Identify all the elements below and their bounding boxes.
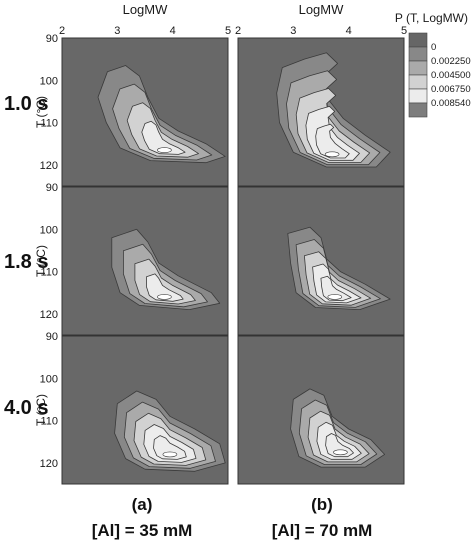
y-tick-label: 100 — [40, 224, 58, 236]
contour-peak — [333, 449, 348, 456]
legend-swatch — [408, 102, 428, 118]
legend-title: P (T, LogMW) — [395, 11, 468, 25]
y-tick-label: 110 — [40, 267, 58, 279]
tick-labels: 2 3 4 5 2 3 4 590100110120901001101209010011012… — [40, 25, 407, 470]
panel-4-0s-70mm — [237, 335, 405, 485]
contour-peak — [157, 147, 172, 153]
contour-peak — [162, 451, 178, 458]
row-label-1: 1.0 s — [4, 93, 48, 115]
x-axis-title-right: LogMW — [299, 2, 345, 17]
x-tick-label: 2 — [59, 25, 65, 37]
legend-level-label: 0.006750 — [431, 84, 471, 95]
legend-level-label: 0.004500 — [431, 70, 471, 81]
column-letter-a: (a) — [132, 495, 153, 514]
y-tick-label: 90 — [46, 182, 58, 194]
panel-4-0s-35mm — [61, 335, 229, 485]
contour-peak — [157, 294, 172, 300]
panel-1-0s-35mm — [61, 37, 229, 187]
legend-swatch — [408, 32, 428, 48]
y-tick-label: 120 — [40, 458, 58, 470]
contour-level-4 — [141, 120, 186, 155]
column-condition-a: [Al] = 35 mM — [92, 521, 193, 540]
column-letter-b: (b) — [311, 495, 333, 514]
y-axis-title-row-2: T (°C) — [34, 245, 48, 277]
contour-level-3 — [126, 102, 199, 158]
legend-level-label: 0.008540 — [431, 98, 471, 109]
contour-level-5 — [153, 435, 187, 460]
x-tick-label: 3 — [290, 25, 296, 37]
y-tick-label: 90 — [46, 331, 58, 343]
legend-swatch — [408, 88, 428, 104]
x-tick-label: 4 — [170, 25, 176, 37]
y-tick-label: 100 — [40, 75, 58, 87]
y-tick-label: 120 — [40, 309, 58, 321]
contour-level-4 — [146, 273, 184, 302]
legend-level-label: 0.002250 — [431, 56, 471, 67]
y-tick-label: 100 — [40, 373, 58, 385]
legend-swatch — [408, 46, 428, 62]
x-axis-title-left: LogMW — [123, 2, 169, 17]
y-axis-title-row-1: T (°C) — [34, 96, 48, 128]
x-tick-label: 5 — [401, 25, 407, 37]
contour-peak — [327, 294, 343, 300]
row-label-3: 4.0 s — [4, 397, 48, 419]
y-tick-label: 120 — [40, 160, 58, 172]
y-tick-label: 110 — [40, 416, 58, 428]
panel-1-8s-70mm — [237, 186, 405, 336]
legend-swatch — [408, 60, 428, 76]
panel-1-0s-70mm — [237, 37, 405, 187]
y-tick-label: 110 — [40, 118, 58, 130]
x-tick-label: 2 — [235, 25, 241, 37]
panel-1-8s-35mm — [61, 186, 229, 336]
contour-peak — [324, 151, 340, 158]
x-tick-label: 3 — [114, 25, 120, 37]
y-axis-title-row-3: T (°C) — [34, 394, 48, 426]
row-label-2: 1.8 s — [4, 251, 48, 273]
legend: P (T, LogMW) 0 0.002250 0.004500 0.006750 0.… — [395, 11, 471, 118]
x-tick-label: 4 — [346, 25, 352, 37]
y-tick-label: 90 — [46, 33, 58, 45]
legend-swatch — [408, 74, 428, 90]
legend-level-label: 0 — [431, 42, 436, 53]
column-condition-b: [Al] = 70 mM — [272, 521, 373, 540]
contour-level-5 — [315, 123, 350, 159]
contour-level-5 — [320, 275, 352, 302]
x-tick-label: 5 — [225, 25, 231, 37]
